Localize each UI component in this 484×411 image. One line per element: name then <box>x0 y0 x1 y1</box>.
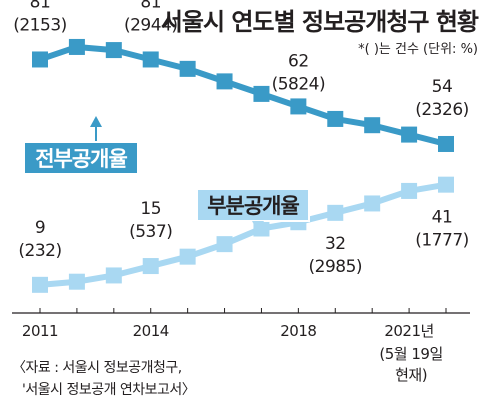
data-label-rate: 41 <box>432 208 453 228</box>
data-point-marker <box>438 135 454 152</box>
series-layer <box>32 38 454 293</box>
data-point-marker <box>364 195 381 212</box>
data-point-marker <box>290 98 307 115</box>
data-label-count: (2985) <box>309 257 363 277</box>
data-label-count: (2944) <box>124 15 178 35</box>
data-point-marker <box>105 42 122 59</box>
data-point-marker <box>364 117 381 134</box>
x-tick-label: 2021년 <box>384 322 433 340</box>
data-label-count: (5824) <box>272 74 326 94</box>
x-tick-label: 2018 <box>280 322 316 340</box>
data-point-marker <box>32 276 48 293</box>
data-label-count: (2153) <box>13 15 67 35</box>
annotation-layer: 81 (2153) 81 (2944) 62 (5824) 54 (2326) 9 (232) 15… <box>13 0 469 277</box>
data-point-marker <box>216 73 233 90</box>
data-point-marker <box>253 85 270 102</box>
data-label-rate: 81 <box>140 0 161 12</box>
x-tick-label: 2011 <box>22 322 58 340</box>
data-label-rate: 32 <box>325 234 346 254</box>
data-point-marker <box>327 110 344 127</box>
legend-full-arrow <box>90 116 102 127</box>
data-point-marker <box>438 176 454 193</box>
x-tick-label: 2014 <box>133 322 169 340</box>
legend-full-label: 전부공개율 <box>35 147 127 171</box>
data-label-rate: 9 <box>35 218 45 238</box>
data-label-rate: 81 <box>30 0 51 12</box>
data-point-marker <box>401 182 418 199</box>
unit-note: *( )는 건수 (단위: %) <box>358 42 478 57</box>
data-label-rate: 62 <box>288 51 309 71</box>
x-tick-note: 현재) <box>395 366 427 384</box>
data-label-rate: 54 <box>432 77 453 97</box>
legend-partial-box <box>196 188 310 222</box>
data-point-marker <box>68 38 85 55</box>
source-line-1: 〈자료 : 서울시 정보공개청구, <box>12 360 182 376</box>
data-point-marker <box>68 273 85 290</box>
data-label-count: (232) <box>18 241 61 261</box>
data-point-marker <box>179 248 196 265</box>
data-label-count: (1777) <box>415 231 469 251</box>
x-tick-note: (5월 19일 <box>379 345 442 363</box>
data-label-rate: 15 <box>140 199 161 219</box>
data-point-marker <box>401 126 418 143</box>
legend-partial-label: 부분공개율 <box>207 194 299 218</box>
data-point-marker <box>32 51 48 68</box>
x-tick-marks <box>39 308 447 313</box>
source-line-2: '서울시 정보공개 연차보고서〉 <box>22 382 195 398</box>
legend-full-badge: 전부공개율 <box>23 116 139 175</box>
data-point-marker <box>105 267 122 284</box>
series-line-0 <box>39 43 447 147</box>
data-point-marker <box>179 60 196 77</box>
data-label-count: (537) <box>129 222 172 242</box>
data-point-marker <box>142 51 159 68</box>
data-point-marker <box>142 258 159 275</box>
legend-partial-arrow <box>252 221 264 232</box>
legend-partial-badge: 부분공개율 <box>196 188 310 232</box>
legend-full-box <box>23 141 139 175</box>
chart-title: 서울시 연도별 정보공개청구 현황 <box>161 8 479 36</box>
data-point-marker <box>327 204 344 221</box>
data-point-marker <box>216 236 233 253</box>
data-label-count: (2326) <box>415 100 469 120</box>
